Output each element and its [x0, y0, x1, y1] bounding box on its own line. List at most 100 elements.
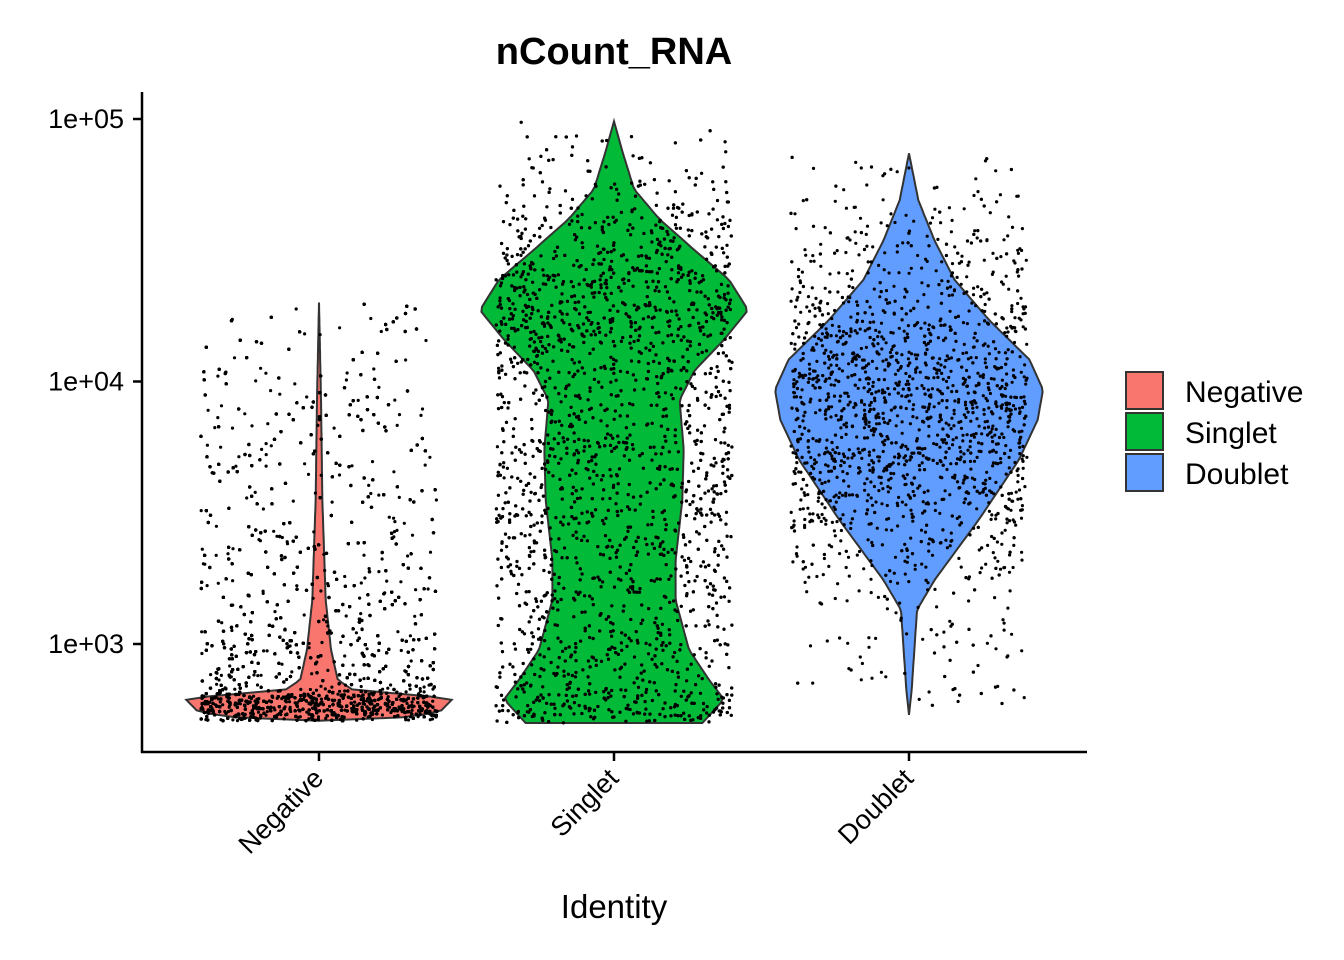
- data-point: [262, 649, 266, 653]
- data-point: [370, 717, 374, 722]
- data-point: [221, 703, 225, 707]
- data-point: [312, 530, 316, 534]
- data-point: [338, 689, 342, 693]
- data-point: [404, 718, 408, 722]
- data-point: [330, 685, 334, 689]
- data-point: [269, 444, 273, 448]
- data-point: [358, 596, 362, 600]
- data-point: [343, 574, 347, 579]
- data-point: [326, 582, 330, 586]
- data-point: [418, 689, 422, 693]
- data-point: [303, 332, 307, 336]
- data-point: [363, 576, 367, 580]
- data-point: [291, 499, 295, 503]
- data-point: [307, 717, 311, 721]
- data-point: [303, 462, 307, 466]
- data-point: [322, 618, 326, 622]
- data-point: [359, 612, 363, 616]
- data-point: [367, 483, 371, 487]
- data-point: [409, 715, 413, 719]
- data-point: [226, 552, 230, 556]
- data-point: [413, 614, 417, 618]
- data-point: [280, 662, 284, 666]
- data-point: [426, 587, 430, 591]
- data-point: [264, 464, 268, 468]
- data-point: [235, 719, 240, 723]
- data-point: [330, 500, 334, 504]
- data-point: [406, 718, 411, 722]
- data-point: [409, 659, 413, 663]
- data-point: [388, 705, 392, 709]
- data-point: [220, 621, 224, 625]
- data-point: [327, 704, 332, 708]
- data-point: [269, 389, 273, 393]
- data-point: [308, 687, 312, 692]
- data-point: [372, 367, 376, 371]
- data-point: [231, 718, 235, 722]
- chart-title: nCount_RNA: [496, 31, 732, 73]
- data-point: [392, 530, 397, 534]
- data-point: [273, 610, 277, 614]
- data-point: [256, 674, 260, 678]
- data-point: [397, 694, 401, 699]
- data-point: [307, 641, 311, 646]
- data-point: [344, 614, 348, 618]
- data-point: [369, 491, 373, 496]
- data-point: [245, 496, 249, 500]
- data-point: [216, 697, 220, 701]
- data-point: [280, 535, 284, 540]
- data-point: [326, 624, 330, 628]
- data-point: [264, 453, 268, 457]
- data-point: [428, 550, 433, 554]
- data-point: [305, 710, 309, 714]
- data-point: [385, 579, 389, 583]
- data-point: [313, 491, 317, 495]
- data-point: [404, 690, 408, 694]
- data-point: [380, 557, 384, 561]
- data-point: [219, 404, 224, 408]
- data-point: [387, 515, 391, 519]
- data-point: [214, 524, 218, 528]
- data-point: [365, 647, 369, 651]
- data-point: [243, 716, 247, 720]
- data-point: [217, 678, 221, 682]
- data-point: [399, 648, 403, 653]
- data-point: [379, 329, 383, 334]
- data-point: [252, 673, 256, 677]
- data-point: [319, 589, 323, 593]
- data-point: [253, 490, 257, 494]
- data-point: [314, 688, 319, 692]
- data-point: [227, 704, 232, 708]
- data-point: [309, 713, 314, 717]
- data-point: [377, 385, 381, 389]
- violins-layer: [184, 117, 1044, 724]
- data-point: [258, 716, 262, 720]
- data-point: [397, 495, 401, 499]
- data-point: [316, 703, 320, 708]
- data-point: [353, 700, 357, 704]
- data-point: [250, 424, 254, 428]
- data-point: [200, 630, 204, 634]
- data-point: [377, 648, 381, 653]
- data-point: [264, 371, 268, 375]
- data-point: [377, 570, 381, 574]
- data-point: [252, 694, 256, 698]
- data-point: [319, 684, 323, 688]
- data-point: [392, 470, 396, 474]
- data-point: [362, 677, 366, 681]
- data-point: [414, 588, 418, 592]
- data-point: [299, 687, 303, 692]
- data-point: [326, 668, 330, 673]
- data-point: [302, 613, 306, 617]
- data-point: [386, 686, 390, 690]
- data-point: [320, 640, 324, 645]
- data-point: [343, 683, 348, 687]
- data-point: [422, 690, 426, 694]
- data-point: [256, 710, 261, 714]
- data-point: [264, 442, 268, 446]
- data-point: [395, 423, 399, 427]
- data-point: [351, 663, 355, 667]
- data-point: [293, 382, 297, 386]
- data-point: [345, 371, 349, 375]
- data-point: [318, 333, 322, 337]
